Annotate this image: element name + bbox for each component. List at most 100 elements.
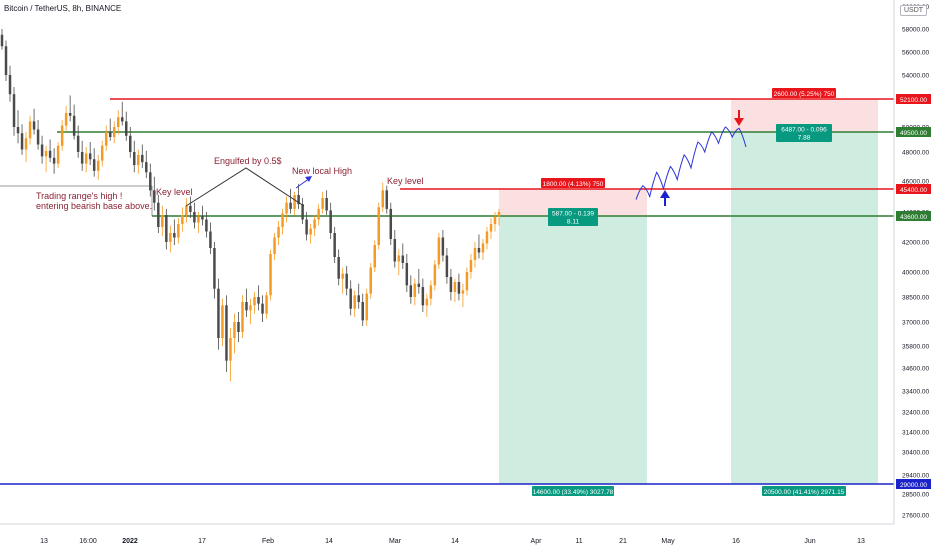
candle (177, 218, 180, 244)
candle-body (12, 94, 16, 127)
price-axis[interactable]: 58000.0056000.0054000.0052000.0050000.00… (893, 0, 931, 524)
candle (221, 298, 224, 346)
candle (60, 120, 64, 151)
trading-range-box (0, 185, 153, 216)
candle-body (193, 212, 196, 223)
svg-text:2600.00 (5.25%) 750: 2600.00 (5.25%) 750 (774, 91, 835, 98)
position-2-reward-label: 20500.00 (41.41%) 2971.15 (762, 486, 846, 496)
projected-price-path[interactable] (635, 126, 747, 200)
candle-body (209, 231, 212, 248)
candle-body (321, 198, 324, 209)
x-tick-label: 2022 (122, 538, 138, 545)
trading-range-note-line1: Trading range's high ! (36, 191, 122, 201)
time-axis[interactable]: 13 16:00 2022 17 Feb 14 Mar 14 Apr 11 21 May 16 Jun 13 (0, 523, 894, 545)
key-level-mar-label: Key level (387, 176, 424, 186)
y-tick-label: 31400.00 (902, 430, 929, 437)
candle-body (301, 204, 304, 220)
candle-body (473, 248, 477, 260)
candle (245, 288, 248, 317)
candle-body (313, 219, 316, 229)
candle (481, 239, 485, 260)
candle (173, 219, 176, 245)
candle (48, 139, 52, 163)
candle (209, 222, 212, 254)
svg-text:14600.00 (33.49%) 3027.78: 14600.00 (33.49%) 3027.78 (533, 489, 614, 496)
candle-body (56, 145, 60, 164)
candle-body (469, 260, 473, 272)
candle (193, 202, 196, 229)
candle-body (349, 288, 352, 309)
candle-body (28, 121, 32, 139)
candle-body (88, 153, 92, 160)
candle-body (233, 322, 236, 338)
candle-body (281, 213, 284, 227)
x-tick-label: Apr (531, 538, 543, 545)
x-tick-label: Jun (804, 538, 815, 545)
candle-body (217, 288, 220, 338)
candle (125, 111, 128, 141)
candle (217, 278, 220, 350)
svg-text:7.88: 7.88 (798, 135, 811, 142)
candle (145, 150, 148, 179)
candle (257, 285, 260, 311)
position-2-target-zone[interactable] (731, 132, 878, 484)
candle (477, 234, 481, 259)
candle-body (341, 273, 344, 279)
candle-body (84, 153, 88, 164)
position-1-target-zone[interactable] (499, 216, 647, 484)
new-local-high-label: New local High (292, 166, 352, 176)
candle (497, 208, 501, 226)
candle-body (253, 297, 256, 306)
candle-body (317, 208, 320, 220)
position-2-risk-label: 2600.00 (5.25%) 750 (772, 88, 836, 98)
candle-body (397, 255, 401, 262)
candle-body (409, 285, 413, 297)
candle (485, 227, 489, 250)
candle (321, 191, 324, 214)
x-tick-label: 16:00 (79, 538, 97, 545)
candle-body (429, 285, 433, 299)
candle-body (16, 127, 20, 134)
x-tick-label: May (661, 538, 675, 545)
candle-body (389, 208, 393, 239)
candle-body (437, 237, 441, 265)
candle (153, 176, 156, 211)
candle-body (345, 273, 348, 289)
candle (389, 202, 393, 245)
candle-body (489, 224, 493, 232)
candle-body (173, 233, 176, 238)
candle (16, 110, 20, 144)
candle (309, 224, 312, 244)
candle (265, 292, 268, 319)
candle-body (169, 233, 172, 242)
candle (385, 185, 389, 214)
candle-body (461, 290, 465, 294)
candle (133, 140, 136, 173)
candle (405, 254, 409, 292)
currency-button[interactable]: USDT (900, 5, 928, 16)
candle (305, 212, 308, 241)
svg-text:8.11: 8.11 (567, 219, 580, 226)
candle (8, 65, 12, 102)
candle-body (116, 117, 120, 127)
candle-body (104, 132, 108, 146)
candle-body (213, 248, 216, 289)
candle (96, 154, 100, 180)
key-level-left-label: Key level (156, 187, 193, 197)
svg-text:20500.00 (41.41%) 2971.15: 20500.00 (41.41%) 2971.15 (764, 489, 845, 496)
level-tag-49500: 49500.00 (896, 127, 931, 137)
candle (52, 148, 56, 174)
candle (120, 101, 124, 126)
candle-body (257, 297, 260, 304)
candle (261, 295, 264, 322)
y-tick-label: 40000.00 (902, 270, 929, 277)
candle (329, 202, 332, 239)
candle (80, 140, 84, 171)
candle (393, 230, 397, 268)
candle-body (149, 172, 152, 191)
candle (461, 283, 465, 307)
x-tick-label: 14 (451, 538, 459, 545)
candle-body (353, 295, 356, 309)
candle (337, 249, 340, 286)
